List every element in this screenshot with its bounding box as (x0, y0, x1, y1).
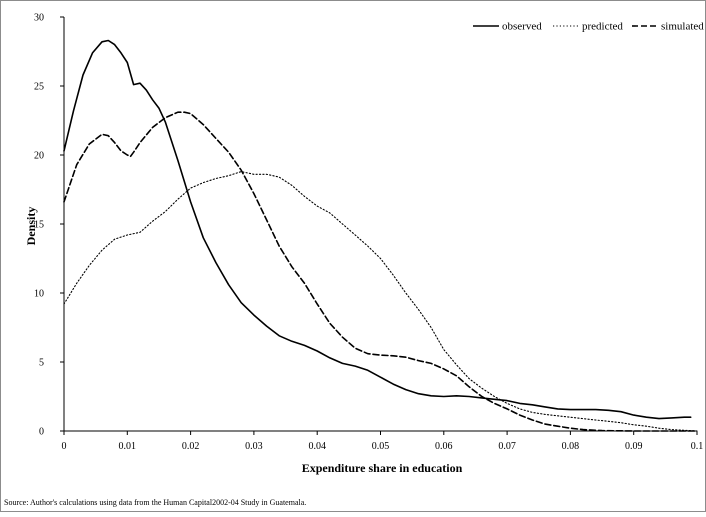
x-tick-label: 0 (62, 441, 67, 452)
series-line-simulated (63, 111, 698, 432)
x-tick-label: 0.02 (182, 441, 200, 452)
x-tick-label: 0.07 (498, 441, 516, 452)
x-tick-label: 0.01 (119, 441, 137, 452)
x-tick-label: 0.05 (372, 441, 390, 452)
axes-layer: 0 5 10 15 20 25 30 0 0.01 0.02 0.03 0.04 0.05 0.06 0.0… (34, 13, 703, 453)
x-tick-label: 0.1 (691, 441, 704, 452)
source-note: Source: Author's calculations using data… (4, 498, 307, 507)
y-tick-label: 5 (39, 358, 44, 369)
legend-label-simulated: simulated (661, 21, 704, 33)
x-tick-label: 0.03 (245, 441, 263, 452)
x-tick-label: 0.08 (562, 441, 580, 452)
legend-label-observed: observed (502, 21, 542, 33)
y-tick-label: 15 (34, 220, 44, 231)
y-tick-label: 20 (34, 151, 44, 162)
x-tick-label: 0.06 (435, 441, 453, 452)
series-line-predicted (63, 171, 698, 432)
y-tick-label: 30 (34, 13, 44, 24)
x-tick-label: 0.04 (308, 441, 326, 452)
series-line-observed (63, 39, 692, 420)
legend: observed predicted simulated (473, 21, 704, 33)
x-tick-label: 0.09 (625, 441, 643, 452)
x-axis-title: Expenditure share in education (302, 461, 463, 475)
y-tick-label: 10 (34, 289, 44, 300)
series-layer (63, 39, 698, 432)
y-tick-label: 0 (39, 427, 44, 438)
legend-label-predicted: predicted (582, 21, 623, 33)
y-tick-label: 25 (34, 82, 44, 93)
y-axis-title: Density (24, 207, 38, 246)
